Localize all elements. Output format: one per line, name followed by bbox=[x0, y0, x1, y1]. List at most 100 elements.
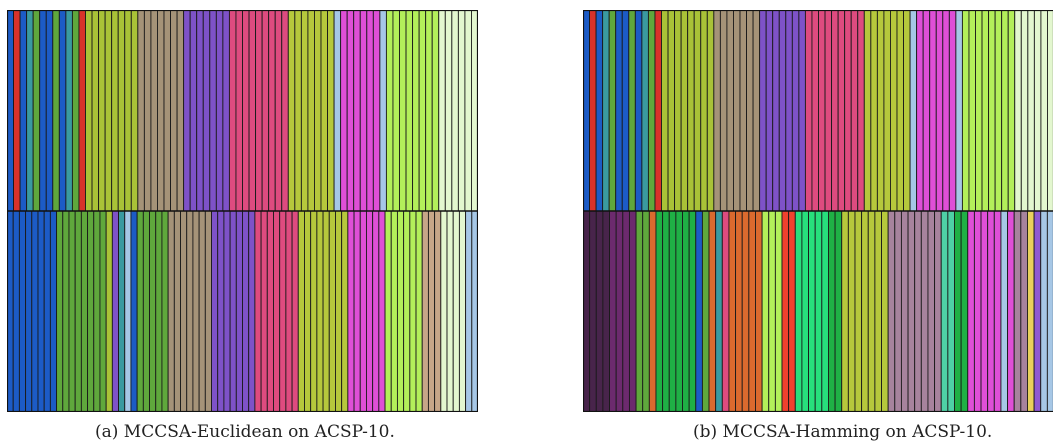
bottom-row-stripe bbox=[741, 210, 750, 412]
top-row-stripe bbox=[981, 10, 990, 212]
top-row-stripe bbox=[261, 10, 270, 212]
top-row-stripe bbox=[844, 10, 852, 212]
bottom-row-stripe bbox=[99, 210, 107, 412]
bottom-row-stripe bbox=[465, 210, 473, 412]
bottom-row-stripe bbox=[273, 210, 281, 412]
top-row-stripe bbox=[78, 10, 86, 212]
top-row-stripe bbox=[457, 10, 466, 212]
top-row-stripe bbox=[759, 10, 767, 212]
top-row-stripe bbox=[615, 10, 623, 212]
top-row-stripe bbox=[19, 10, 28, 212]
bottom-row-stripe bbox=[62, 210, 70, 412]
bottom-row-stripe bbox=[934, 210, 942, 412]
top-row-stripe bbox=[680, 10, 689, 212]
top-row-stripe bbox=[876, 10, 885, 212]
bottom-row-stripe bbox=[668, 210, 677, 412]
bottom-row-stripe bbox=[384, 210, 392, 412]
top-row-stripe bbox=[818, 10, 826, 212]
bottom-row-stripe bbox=[322, 210, 330, 412]
bottom-row-stripe bbox=[642, 210, 650, 412]
bottom-row-stripe bbox=[628, 210, 637, 412]
top-row-stripe bbox=[942, 10, 950, 212]
bottom-row-stripe bbox=[186, 210, 194, 412]
bottom-row-stripe bbox=[821, 210, 829, 412]
top-row-stripe bbox=[215, 10, 224, 212]
bottom-row-stripe bbox=[1020, 210, 1028, 412]
bottom-row-stripe bbox=[768, 210, 776, 412]
bottom-row-stripe bbox=[834, 210, 843, 412]
bottom-row-stripe bbox=[967, 210, 975, 412]
top-row-stripe bbox=[739, 10, 747, 212]
top-row-stripe bbox=[196, 10, 204, 212]
bottom-row-stripe bbox=[180, 210, 188, 412]
top-row-stripe bbox=[189, 10, 198, 212]
bottom-row-stripe bbox=[615, 210, 624, 412]
top-row-stripe bbox=[307, 10, 315, 212]
top-row-stripe bbox=[39, 10, 47, 212]
top-row-stripe bbox=[935, 10, 944, 212]
bottom-row-stripe bbox=[648, 210, 657, 412]
top-row-stripe bbox=[628, 10, 636, 212]
top-row-stripe bbox=[831, 10, 839, 212]
top-row-stripe bbox=[13, 10, 21, 212]
top-row-stripe bbox=[300, 10, 309, 212]
top-row-stripe bbox=[719, 10, 728, 212]
bottom-row-stripe bbox=[847, 210, 856, 412]
bottom-row-stripe bbox=[18, 210, 27, 412]
bottom-row-stripe bbox=[927, 210, 936, 412]
bottom-row-stripe bbox=[161, 210, 169, 412]
bottom-row-stripe bbox=[359, 210, 367, 412]
top-row-stripe bbox=[58, 10, 67, 212]
top-row-stripe bbox=[595, 10, 604, 212]
bottom-row-stripe bbox=[341, 210, 349, 412]
bottom-row-stripe bbox=[365, 210, 374, 412]
bottom-row-stripe bbox=[155, 210, 163, 412]
bottom-row-stripe bbox=[940, 210, 949, 412]
top-row-stripe bbox=[772, 10, 780, 212]
caption-a: (a) MCCSA-Euclidean on ACSP-10. bbox=[95, 422, 395, 442]
top-row-stripe bbox=[1033, 10, 1042, 212]
top-row-stripe bbox=[968, 10, 976, 212]
bottom-row-stripe bbox=[297, 210, 305, 412]
top-row-stripe bbox=[785, 10, 793, 212]
bottom-row-stripe bbox=[602, 210, 610, 412]
top-row-stripe bbox=[634, 10, 643, 212]
bottom-row-stripe bbox=[1027, 210, 1035, 412]
bottom-row-stripe bbox=[914, 210, 922, 412]
bottom-row-stripe bbox=[328, 210, 336, 412]
bottom-row-stripe bbox=[887, 210, 896, 412]
top-row-stripe bbox=[948, 10, 957, 212]
top-row-stripe bbox=[294, 10, 302, 212]
bottom-row-stripe bbox=[1046, 210, 1053, 412]
bottom-row-stripe bbox=[353, 210, 361, 412]
top-row-stripe bbox=[157, 10, 165, 212]
top-row-stripe bbox=[1001, 10, 1009, 212]
top-row-stripe bbox=[176, 10, 185, 212]
top-row-stripe bbox=[32, 10, 41, 212]
top-row-stripe bbox=[124, 10, 132, 212]
bottom-row-stripe bbox=[452, 210, 460, 412]
bottom-row-stripe bbox=[774, 210, 783, 412]
top-row-stripe bbox=[1007, 10, 1016, 212]
top-row-stripe bbox=[824, 10, 833, 212]
bottom-row-stripe bbox=[248, 210, 256, 412]
bottom-row-stripe bbox=[310, 210, 318, 412]
top-row-stripe bbox=[52, 10, 60, 212]
bottom-row-stripe bbox=[316, 210, 324, 412]
top-row-stripe bbox=[1027, 10, 1035, 212]
top-row-stripe bbox=[850, 10, 859, 212]
bottom-row-stripe bbox=[1000, 210, 1009, 412]
top-row-stripe bbox=[464, 10, 472, 212]
top-row-stripe bbox=[1040, 10, 1048, 212]
bottom-row-stripe bbox=[378, 210, 386, 412]
bottom-row-stripe bbox=[396, 210, 405, 412]
top-row-stripe bbox=[589, 10, 597, 212]
bottom-row-stripe bbox=[136, 210, 144, 412]
top-row-stripe bbox=[399, 10, 407, 212]
top-row-stripe bbox=[778, 10, 787, 212]
top-row-stripe bbox=[746, 10, 754, 212]
top-row-stripe bbox=[418, 10, 427, 212]
top-row-stripe bbox=[674, 10, 682, 212]
bottom-row-stripe bbox=[192, 210, 200, 412]
bottom-row-stripe bbox=[173, 210, 181, 412]
